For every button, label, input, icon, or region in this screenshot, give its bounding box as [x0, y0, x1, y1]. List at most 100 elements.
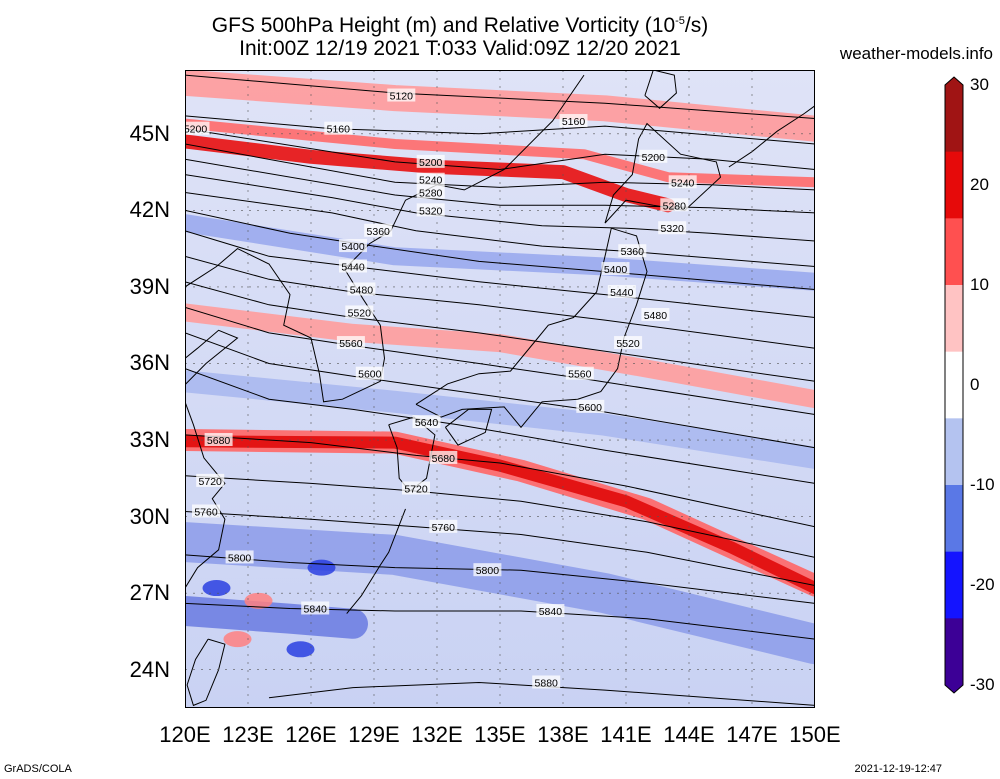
contour-label: 5400 — [339, 239, 367, 253]
contour-label: 5200 — [639, 149, 668, 164]
colorbar-segment — [945, 618, 963, 686]
contour-label: 5680 — [429, 450, 458, 465]
colorbar-segment — [945, 551, 963, 619]
contour-label-text: 5200 — [419, 157, 443, 169]
contour-label-text: 5440 — [341, 262, 365, 274]
contour-label-text: 5320 — [419, 205, 443, 217]
contour-label-bg — [192, 504, 220, 518]
contour-label: 5800 — [225, 550, 254, 564]
contour-label-text: 5240 — [671, 177, 695, 189]
lon-tick-label: 120E — [159, 722, 211, 747]
contour-label: 5280 — [660, 198, 689, 212]
contour-label-text: 5360 — [367, 226, 391, 238]
contour-5120 — [185, 74, 815, 119]
contour-label-bg — [185, 121, 210, 135]
coast-china-korea — [185, 74, 585, 403]
contour-label-bg — [339, 239, 367, 253]
contour-label-bg — [387, 88, 416, 102]
lon-tick-label: 147E — [726, 722, 778, 747]
contour-label-text: 5840 — [539, 606, 563, 618]
contour-5400 — [185, 209, 815, 290]
contour-label: 5560 — [336, 336, 365, 350]
colorbar-segment — [945, 418, 963, 486]
colorbar-tick-label: -30 — [970, 675, 995, 694]
contour-label-bg — [225, 550, 254, 564]
colorbar-tick-label: 10 — [970, 275, 989, 294]
contour-label-text: 5680 — [207, 435, 231, 447]
contour-label-bg — [607, 285, 636, 299]
contour-label-bg — [618, 244, 647, 258]
chart-title: GFS 500hPa Height (m) and Relative Vorti… — [0, 8, 960, 39]
vorticity-blob — [244, 592, 273, 609]
coast-ryukyu — [346, 508, 406, 614]
contour-label-text: 5800 — [476, 565, 500, 577]
contour-label-bg — [416, 203, 445, 217]
lon-tick-label: 138E — [537, 722, 589, 747]
contour-label: 5720 — [196, 473, 225, 488]
colorbar-outline — [944, 76, 964, 694]
contour-label-text: 5480 — [350, 284, 374, 296]
contour-label-bg — [576, 399, 605, 413]
contour-label-text: 5560 — [339, 338, 363, 350]
contour-label: 5440 — [607, 285, 636, 299]
contour-label: 5360 — [618, 244, 647, 258]
contour-label: 5840 — [536, 604, 565, 618]
band-jet-north-halo — [185, 118, 815, 188]
contour-label-text: 5400 — [341, 241, 365, 253]
contour-label-text: 5480 — [644, 310, 668, 322]
contour-5440 — [185, 230, 815, 318]
vorticity-fill — [185, 70, 815, 665]
contour-5800 — [185, 554, 815, 604]
contour-label-text: 5880 — [535, 677, 559, 689]
contour-label-text: 5160 — [327, 124, 351, 136]
vorticity-blob — [223, 631, 252, 648]
contour-5240 — [185, 143, 815, 191]
chart-subtitle: Init:00Z 12/19 2021 T:033 Valid:09Z 12/2… — [239, 37, 681, 60]
colorbar-tick-label: 30 — [970, 75, 989, 94]
band-south-deep — [185, 596, 368, 639]
contour-label-bg — [204, 433, 233, 447]
lon-tick-label: 126E — [285, 722, 337, 747]
contour-label-bg — [559, 114, 588, 128]
contour-label: 5400 — [601, 262, 630, 276]
contour-label-text: 5640 — [415, 417, 439, 429]
contour-label-text: 5520 — [348, 307, 372, 319]
contour-label-text: 5680 — [432, 453, 456, 465]
contour-label: 5200 — [185, 121, 210, 136]
contour-label-text: 5360 — [621, 246, 645, 258]
contour-5680 — [185, 434, 815, 528]
contour-label-bg — [614, 336, 643, 350]
colorbar-top-arrow — [945, 77, 963, 85]
contour-label: 5360 — [364, 223, 393, 238]
contour-label: 5160 — [324, 121, 353, 136]
contour-label: 5480 — [347, 282, 376, 296]
colorbar-segment — [945, 485, 963, 553]
contour-label-bg — [639, 149, 668, 163]
lon-tick-label: 123E — [222, 722, 274, 747]
contour-label-text: 5720 — [199, 476, 223, 488]
contour-label-bg — [565, 366, 594, 380]
contour-label-bg — [402, 481, 430, 495]
contour-label: 5800 — [473, 563, 502, 577]
coast-shikoku — [444, 408, 493, 446]
contour-label-bg — [345, 305, 374, 319]
contour-label-bg — [429, 519, 458, 533]
contour-label-bg — [532, 675, 561, 689]
contour-label-bg — [416, 172, 445, 186]
vorticity-blob — [286, 641, 315, 658]
contour-label-bg — [601, 262, 630, 276]
contour-label-text: 5200 — [185, 124, 207, 136]
contour-label-text: 5280 — [663, 200, 687, 212]
contour-5520 — [185, 281, 815, 382]
contour-label: 5760 — [429, 519, 458, 534]
lat-tick-label: 33N — [129, 427, 170, 453]
contour-label-bg — [196, 473, 225, 487]
lon-tick-label: 135E — [474, 722, 526, 747]
lat-tick-label: 39N — [129, 273, 170, 299]
title-exponent: -5 — [675, 15, 685, 27]
lon-tick-label: 132E — [411, 722, 463, 747]
contour-label-text: 5400 — [604, 264, 628, 276]
contour-5280 — [185, 158, 815, 214]
